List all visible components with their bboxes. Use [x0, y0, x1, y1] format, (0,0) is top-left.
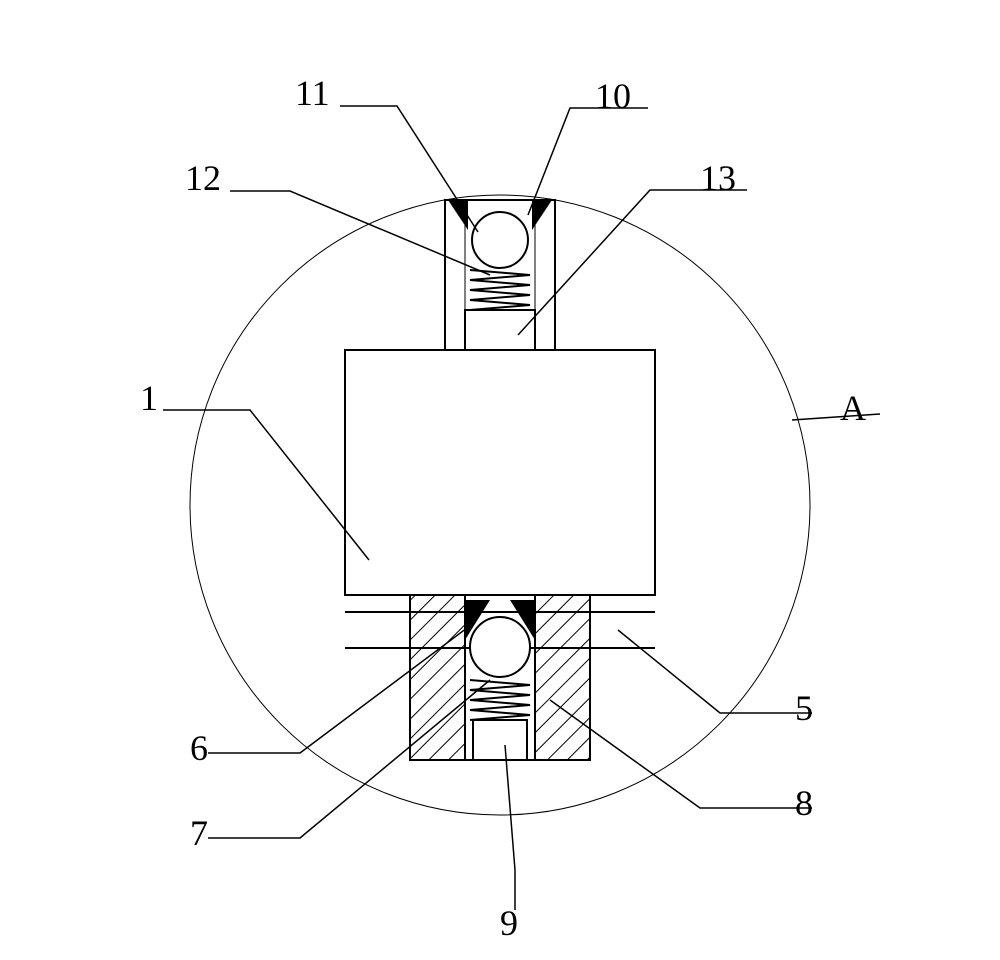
- label-12: 12: [185, 158, 221, 198]
- label-1: 1: [140, 378, 158, 418]
- leader-10: [528, 108, 648, 215]
- label-5: 5: [795, 688, 813, 728]
- label-13: 13: [700, 158, 736, 198]
- top-housing: [445, 200, 555, 350]
- leader-1: [163, 410, 369, 560]
- leader-9: [505, 745, 515, 910]
- main-body: [345, 350, 655, 595]
- label-A: A: [840, 388, 866, 428]
- bottom-ball: [470, 617, 530, 677]
- bottom-spring: [470, 680, 530, 720]
- label-6: 6: [190, 728, 208, 768]
- leader-13: [518, 190, 747, 335]
- label-10: 10: [595, 76, 631, 116]
- leader-A: [792, 414, 880, 420]
- label-7: 7: [190, 813, 208, 853]
- label-11: 11: [295, 73, 330, 113]
- bottom-hatch-right: [535, 595, 590, 760]
- bottom-hatch-left: [410, 595, 465, 760]
- top-ball: [472, 212, 528, 268]
- label-8: 8: [795, 783, 813, 823]
- bottom-inner-block: [473, 720, 527, 760]
- leader-5: [618, 630, 812, 713]
- label-9: 9: [500, 903, 518, 943]
- top-spring: [470, 270, 530, 310]
- top-inner-block: [465, 310, 535, 350]
